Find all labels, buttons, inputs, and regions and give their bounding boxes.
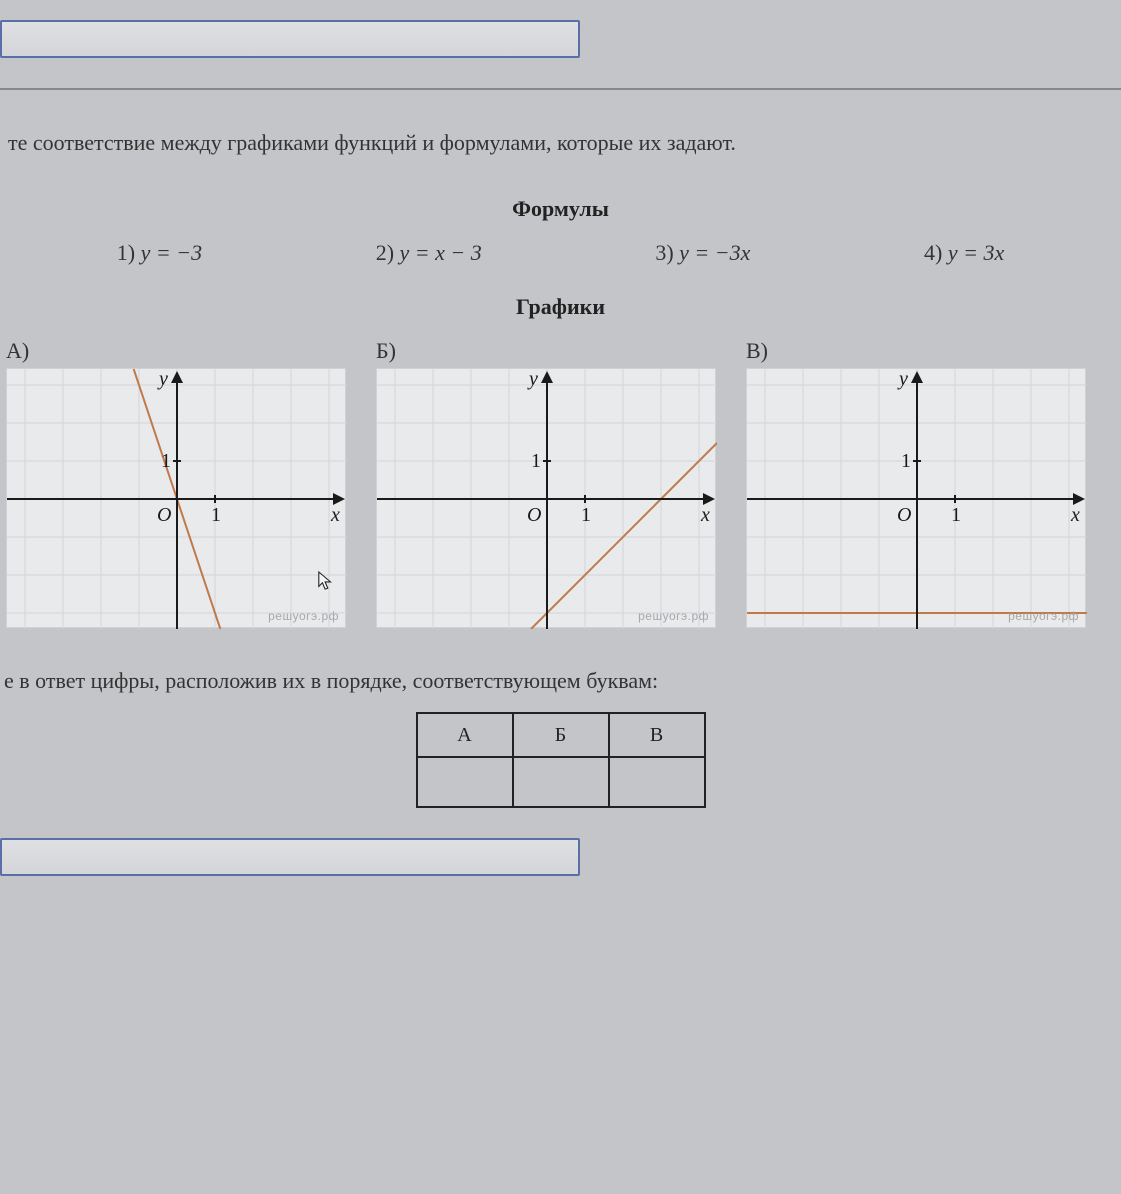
answer-cell-a[interactable] [417, 757, 513, 807]
table-row: А Б В [417, 713, 705, 757]
formula-4: 4) y = 3x [924, 240, 1004, 266]
watermark: решуогэ.рф [268, 609, 339, 623]
answer-header-b: Б [513, 713, 609, 757]
svg-text:1: 1 [901, 450, 911, 472]
svg-text:1: 1 [951, 504, 961, 526]
graphs-title: Графики [0, 294, 1121, 320]
svg-text:1: 1 [211, 504, 221, 526]
table-row [417, 757, 705, 807]
separator [0, 88, 1121, 90]
graph-label-a: А) [0, 338, 370, 364]
svg-text:O: O [157, 504, 171, 526]
graph-label-b: Б) [370, 338, 740, 364]
formula-3: 3) y = −3x [655, 240, 750, 266]
svg-text:1: 1 [531, 450, 541, 472]
svg-text:x: x [1070, 504, 1080, 526]
answer-table: А Б В [416, 712, 706, 808]
svg-text:O: O [527, 504, 541, 526]
answer-header-a: А [417, 713, 513, 757]
graph-b: y x O 1 1 решуогэ.рф [376, 368, 716, 628]
task-prompt: те соответствие между графиками функций … [8, 130, 1121, 156]
svg-text:x: x [330, 504, 340, 526]
svg-text:y: y [527, 369, 538, 390]
graphs-row: y x O 1 1 решуогэ.рф y x O 1 1 решуогэ.рф y x O 1 1 … [0, 368, 1121, 628]
answer-cell-b[interactable] [513, 757, 609, 807]
answer-input-top[interactable] [0, 20, 580, 58]
graph-label-c: В) [740, 338, 1110, 364]
formula-1: 1) y = −3 [117, 240, 202, 266]
formulas-row: 1) y = −3 2) y = x − 3 3) y = −3x 4) y =… [30, 240, 1091, 266]
formulas-title: Формулы [0, 196, 1121, 222]
svg-text:y: y [897, 369, 908, 390]
graph-a: y x O 1 1 решуогэ.рф [6, 368, 346, 628]
svg-text:x: x [700, 504, 710, 526]
answer-input-bottom[interactable] [0, 838, 580, 876]
svg-text:O: O [897, 504, 911, 526]
answer-cell-c[interactable] [609, 757, 705, 807]
svg-text:y: y [157, 369, 168, 390]
answer-prompt: е в ответ цифры, расположив их в порядке… [4, 668, 1121, 694]
graph-c: y x O 1 1 решуогэ.рф [746, 368, 1086, 628]
watermark: решуогэ.рф [1008, 609, 1079, 623]
svg-text:1: 1 [161, 450, 171, 472]
watermark: решуогэ.рф [638, 609, 709, 623]
svg-text:1: 1 [581, 504, 591, 526]
formula-2: 2) y = x − 3 [376, 240, 482, 266]
graph-labels-row: А) Б) В) [0, 338, 1121, 364]
answer-header-c: В [609, 713, 705, 757]
